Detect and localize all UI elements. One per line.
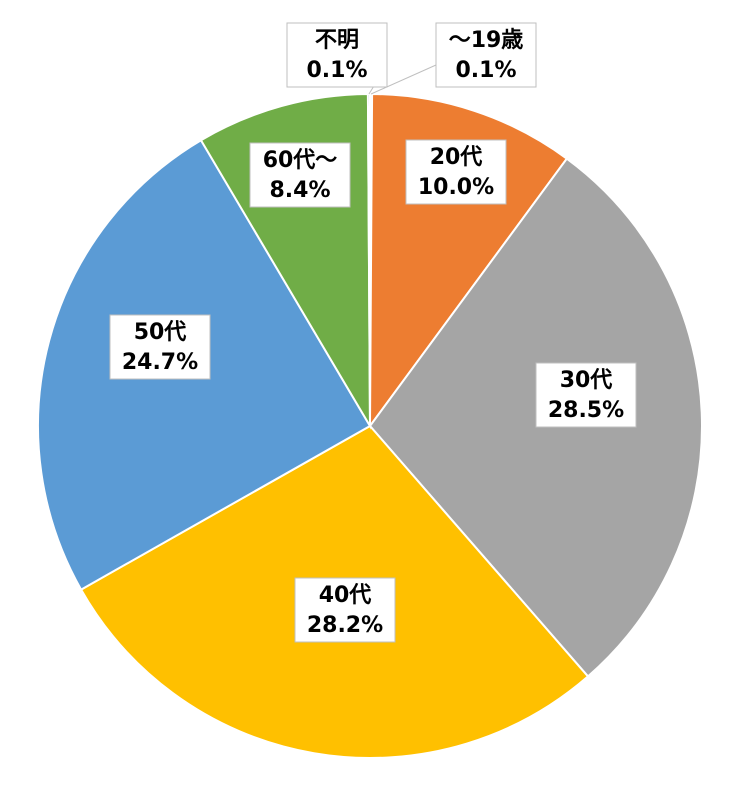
label-box: [109, 314, 211, 380]
value-label: 0.1%: [306, 58, 367, 83]
label-box: [535, 362, 637, 428]
value-label: 28.5%: [548, 398, 624, 423]
category-label: 50代: [134, 320, 187, 345]
label-box: [435, 22, 537, 88]
category-label: 40代: [319, 583, 372, 608]
label-box: [249, 142, 351, 208]
value-label: 8.4%: [269, 178, 330, 203]
value-label: 24.7%: [122, 350, 198, 375]
category-label: 30代: [560, 368, 613, 393]
label-box: [294, 577, 396, 643]
value-label: 10.0%: [418, 175, 494, 200]
pie-slice: [366, 92, 371, 427]
label-box: [286, 22, 388, 88]
value-label: 28.2%: [307, 613, 383, 638]
category-label: 20代: [430, 145, 483, 170]
category-label: 不明: [315, 28, 359, 53]
category-label: ～19歳: [449, 28, 524, 53]
category-label: 60代～: [263, 148, 338, 173]
value-label: 0.1%: [455, 58, 516, 83]
leader-line: [370, 64, 437, 95]
label-box: [405, 139, 507, 205]
